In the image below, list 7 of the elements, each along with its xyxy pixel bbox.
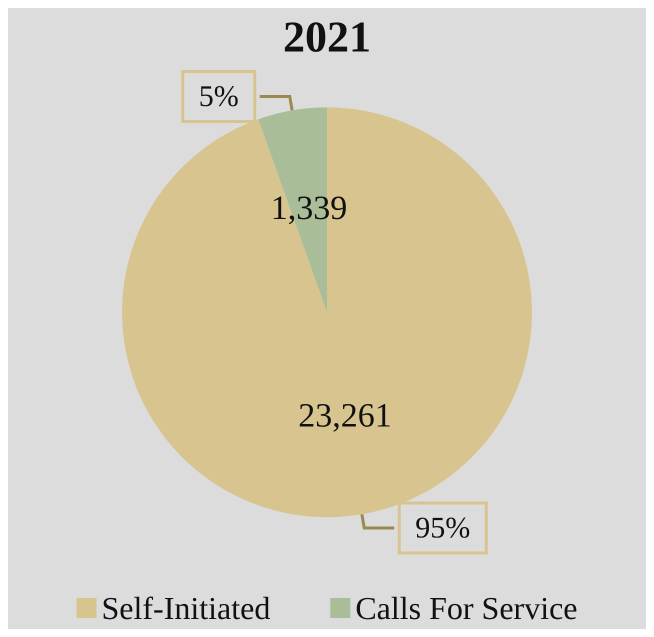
text: 5% <box>198 80 239 114</box>
chart-title: 2021 <box>283 12 371 62</box>
data-label: 23,261 <box>298 398 392 435</box>
legend-label: Calls For Service <box>355 590 578 626</box>
text: 95% <box>415 512 470 545</box>
legend-label: Self-Initiated <box>101 590 270 626</box>
data-label: 1,339 <box>270 190 348 227</box>
